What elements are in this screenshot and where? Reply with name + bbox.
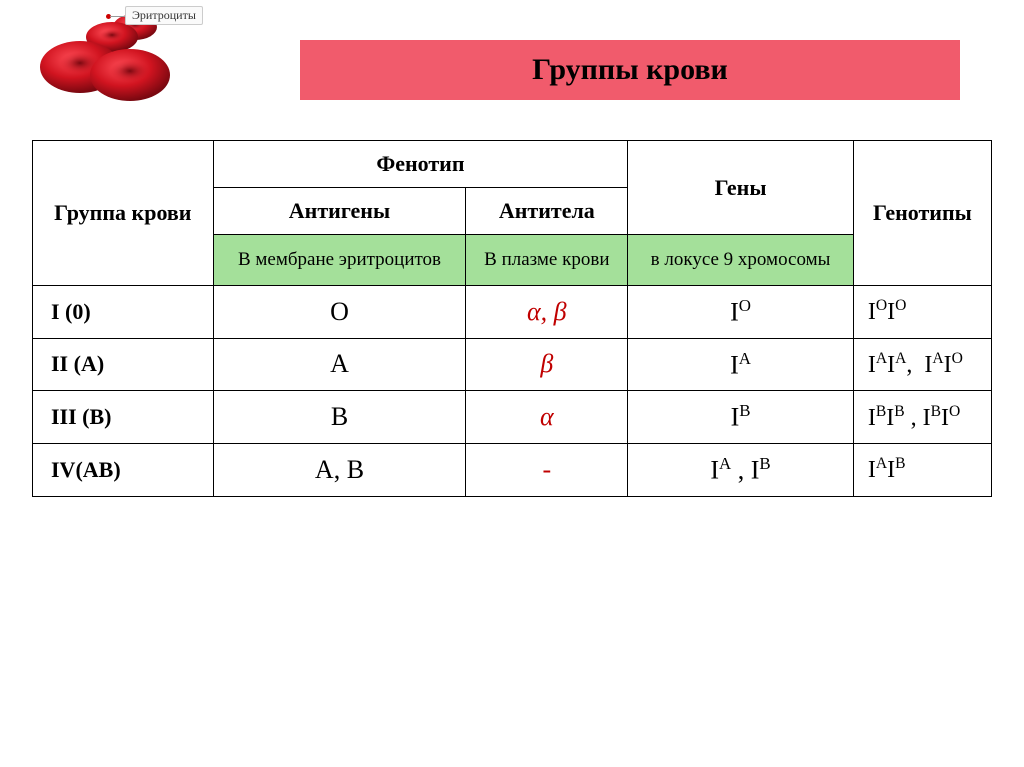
gene-cell: IO <box>628 286 854 339</box>
group-cell: II (A) <box>33 338 214 391</box>
table-row: I (0)Oα, βIOIOIO <box>33 286 992 339</box>
callout-leader <box>110 16 125 17</box>
blood-groups-table: Группа крови Фенотип Гены Генотипы Антиг… <box>32 140 992 497</box>
header-area: Эритроциты Группы крови <box>0 0 1024 120</box>
antibody-cell: α <box>466 391 628 444</box>
subheader-antigens-location: В мембране эритроцитов <box>213 235 466 286</box>
antigen-cell: B <box>213 391 466 444</box>
subheader-antibodies-location: В плазме крови <box>466 235 628 286</box>
erythrocytes-label: Эритроциты <box>125 6 203 25</box>
col-header-genes: Гены <box>628 141 854 235</box>
group-cell: III (B) <box>33 391 214 444</box>
genotype-cell: IAIA, IAIO <box>853 338 991 391</box>
genotype-cell: IAIB <box>853 443 991 496</box>
group-cell: I (0) <box>33 286 214 339</box>
table-row: II (A)AβIAIAIA, IAIO <box>33 338 992 391</box>
gene-cell: IB <box>628 391 854 444</box>
col-header-group: Группа крови <box>33 141 214 286</box>
subheader-genes-location: в локусе 9 хромосомы <box>628 235 854 286</box>
antibody-cell: - <box>466 443 628 496</box>
genotype-cell: IBIB , IBIO <box>853 391 991 444</box>
antigen-cell: A, B <box>213 443 466 496</box>
table-row: IV(AB)A, B-IA , IBIAIB <box>33 443 992 496</box>
antigen-cell: O <box>213 286 466 339</box>
title-banner: Группы крови <box>300 40 960 100</box>
table-row: III (B)BαIBIBIB , IBIO <box>33 391 992 444</box>
antibody-cell: α, β <box>466 286 628 339</box>
col-header-antibodies: Антитела <box>466 188 628 235</box>
col-header-phenotype: Фенотип <box>213 141 628 188</box>
gene-cell: IA , IB <box>628 443 854 496</box>
group-cell: IV(AB) <box>33 443 214 496</box>
col-header-antigens: Антигены <box>213 188 466 235</box>
gene-cell: IA <box>628 338 854 391</box>
col-header-genotypes: Генотипы <box>853 141 991 286</box>
antigen-cell: A <box>213 338 466 391</box>
genotype-cell: IOIO <box>853 286 991 339</box>
antibody-cell: β <box>466 338 628 391</box>
